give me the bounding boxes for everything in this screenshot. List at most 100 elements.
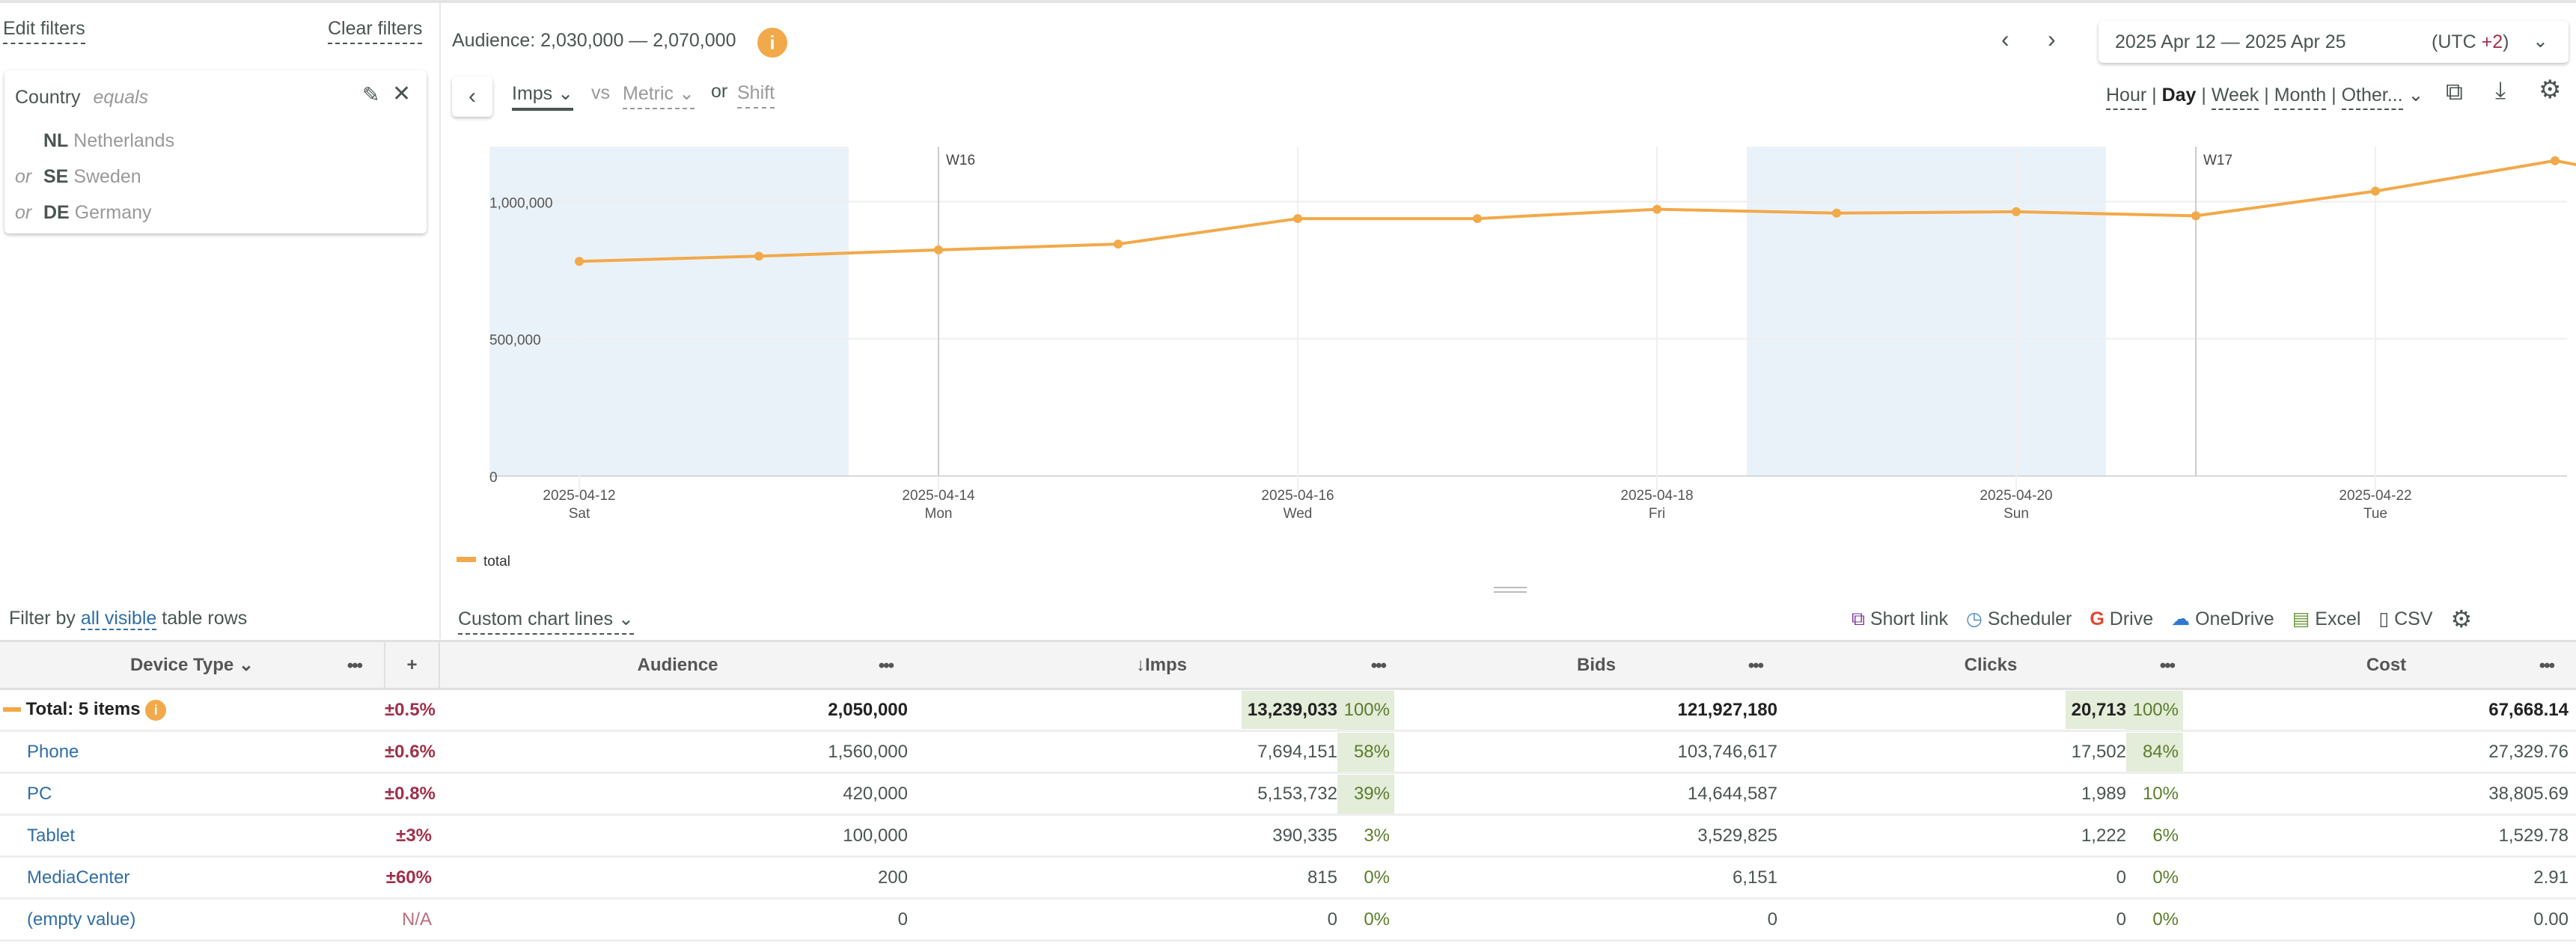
scheduler-button[interactable]: ◷ Scheduler: [1966, 608, 2072, 629]
row-clicks: 17,502 84%: [1785, 730, 2197, 774]
row-audience: 100,000: [439, 814, 915, 858]
data-point: [1652, 204, 1661, 214]
filter-field: Country: [15, 87, 81, 108]
table-row[interactable]: Phone ±0.6% 1,560,000 7,694,151 58% 103,7…: [0, 730, 2576, 774]
row-name-link[interactable]: (empty value): [0, 898, 385, 942]
top-border: [0, 0, 2576, 3]
panel-divider[interactable]: [439, 3, 441, 639]
data-point: [2012, 207, 2021, 216]
filter-operator: equals: [93, 87, 149, 108]
table-row[interactable]: (empty value) N/A 0 0 0% 0 0 0% 0.00: [0, 898, 2576, 942]
header-audience[interactable]: Audience •••: [439, 640, 915, 690]
row-cost: 1,529.78: [2197, 814, 2576, 858]
audience-range: Audience: 2,030,000 — 2,070,000: [452, 30, 736, 51]
resize-handle[interactable]: [1494, 587, 1527, 593]
header-device-type[interactable]: Device Type ⌄ •••: [0, 640, 385, 690]
open-external-icon[interactable]: ⧉: [2446, 78, 2463, 105]
row-name-link[interactable]: Tablet: [0, 814, 385, 858]
table-settings-gear-icon[interactable]: ⚙: [2450, 605, 2473, 632]
or-label: or: [711, 81, 728, 102]
row-name-link[interactable]: MediaCenter: [0, 856, 385, 900]
next-period-icon[interactable]: ›: [2048, 25, 2056, 52]
x-tick-date: 2025-04-18: [1620, 488, 1693, 504]
gran-day[interactable]: Day: [2161, 85, 2197, 106]
header-cost[interactable]: Cost •••: [2197, 640, 2576, 690]
date-range-text: 2025 Apr 12 — 2025 Apr 25: [2115, 31, 2346, 52]
x-tick-date: 2025-04-16: [1261, 488, 1334, 504]
short-link-button[interactable]: ⧉ Short link: [1852, 608, 1949, 629]
csv-file-icon: ▯: [2378, 608, 2390, 629]
info-icon[interactable]: i: [757, 28, 787, 58]
data-point: [1293, 214, 1302, 224]
row-error: ±3%: [385, 814, 439, 858]
data-point: [1473, 214, 1482, 224]
sort-desc-icon: ↓: [1135, 654, 1145, 675]
settings-gear-icon[interactable]: ⚙: [2539, 76, 2562, 104]
close-icon[interactable]: ✕: [392, 82, 412, 106]
x-tick-weekday: Mon: [925, 506, 953, 522]
timezone: (UTC +2): [2432, 31, 2509, 52]
y-tick-label: 1,000,000: [489, 195, 553, 211]
table-row[interactable]: PC ±0.8% 420,000 5,153,732 39% 14,644,587…: [0, 772, 2576, 816]
gran-month[interactable]: Month: [2274, 85, 2327, 110]
row-imps: 0 0%: [915, 898, 1408, 942]
date-range-picker[interactable]: 2025 Apr 12 — 2025 Apr 25 (UTC +2) ⌄: [2099, 21, 2569, 63]
header-bids[interactable]: Bids •••: [1408, 640, 1785, 690]
row-name-link[interactable]: PC: [0, 772, 385, 816]
csv-button[interactable]: ▯ CSV: [2378, 608, 2433, 629]
second-metric-selector[interactable]: Metric ⌄: [623, 82, 695, 109]
filter-by-rows: Filter by all visible table rows: [9, 608, 248, 630]
header-clicks[interactable]: Clicks •••: [1785, 640, 2197, 690]
prev-period-icon[interactable]: ‹: [2001, 25, 2009, 52]
google-drive-icon: G: [2090, 608, 2105, 629]
x-tick-weekday: Fri: [1649, 506, 1665, 522]
x-tick-date: 2025-04-12: [543, 488, 615, 504]
row-error: ±0.8%: [385, 772, 439, 816]
gran-other[interactable]: Other...: [2341, 85, 2403, 110]
custom-chart-lines[interactable]: Custom chart lines ⌄: [458, 608, 634, 635]
download-icon[interactable]: ⤓: [2495, 76, 2506, 103]
row-bids: 14,644,587: [1408, 772, 1785, 816]
x-tick-date: 2025-04-20: [1980, 488, 2052, 504]
legend-label: total: [483, 554, 510, 570]
chevron-down-icon: ⌄: [2533, 31, 2548, 52]
collapse-left-button[interactable]: ‹: [452, 76, 492, 117]
week-marker-label: W17: [2203, 153, 2232, 168]
row-imps: 390,335 3%: [915, 814, 1408, 858]
country-filter-card[interactable]: Country equals ✎ ✕ NL Netherlands or SE S…: [4, 70, 427, 234]
data-point: [575, 257, 584, 266]
row-audience: 1,560,000: [439, 730, 915, 774]
weekend-band: [1747, 147, 2106, 476]
excel-button[interactable]: ▤ Excel: [2292, 608, 2361, 629]
edit-pencil-icon[interactable]: ✎: [362, 83, 380, 106]
gran-week[interactable]: Week: [2211, 85, 2259, 110]
info-icon[interactable]: i: [145, 700, 167, 721]
metric-selector[interactable]: Imps ⌄: [512, 82, 574, 111]
header-imps[interactable]: ↓Imps •••: [915, 640, 1408, 690]
y-tick-label: 500,000: [489, 333, 541, 349]
x-tick-date: 2025-04-14: [902, 488, 975, 504]
row-clicks: 0 0%: [1785, 898, 2197, 942]
line-chart: 0 500,000 1,000,000 2025-04-12 Sat 2025-04-14…: [457, 147, 2576, 570]
onedrive-button[interactable]: ☁ OneDrive: [2171, 608, 2274, 629]
all-visible-link[interactable]: all visible: [80, 608, 157, 630]
add-column-button[interactable]: +: [384, 640, 439, 690]
row-audience: 0: [439, 898, 915, 942]
row-error: N/A: [385, 898, 439, 942]
drive-button[interactable]: G Drive: [2090, 608, 2154, 629]
data-point: [2551, 156, 2560, 165]
vs-label: vs: [591, 82, 610, 103]
shift-selector[interactable]: Shift: [737, 82, 775, 109]
table-row[interactable]: MediaCenter ±60% 200 815 0% 6,151 0 0% 2.9…: [0, 856, 2576, 900]
clock-icon: ◷: [1966, 608, 1983, 629]
row-bids: 103,746,617: [1408, 730, 1785, 774]
filter-value-de: or DE Germany: [15, 202, 152, 223]
row-name-link[interactable]: Phone: [0, 730, 385, 774]
clear-filters-link[interactable]: Clear filters: [328, 18, 423, 44]
gran-hour[interactable]: Hour: [2106, 85, 2147, 110]
legend-swatch: [457, 557, 476, 562]
table-row[interactable]: Tablet ±3% 100,000 390,335 3% 3,529,825 1…: [0, 814, 2576, 858]
export-toolbar: ⧉ Short link ◷ Scheduler G Drive ☁ OneDr…: [1852, 605, 2472, 633]
x-tick-weekday: Sun: [2003, 506, 2029, 522]
edit-filters-link[interactable]: Edit filters: [3, 18, 85, 44]
